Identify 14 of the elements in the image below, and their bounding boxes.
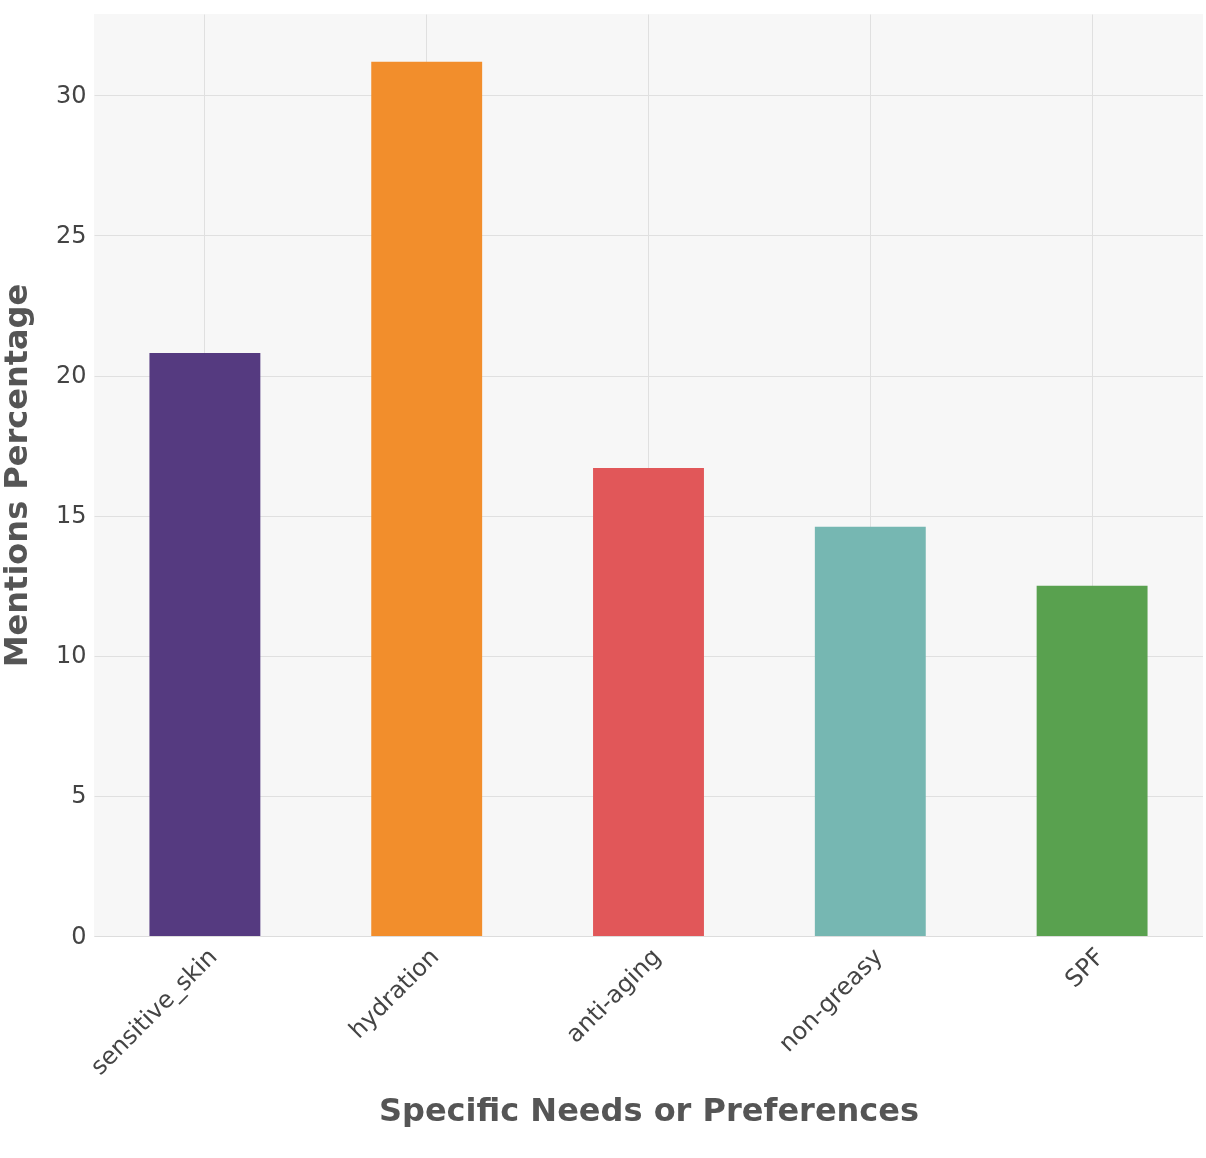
bar — [1036, 585, 1148, 936]
y-tick-label: 30 — [55, 80, 87, 109]
y-tick-label: 20 — [55, 361, 87, 390]
y-tick-label: 5 — [71, 781, 87, 810]
bar — [814, 526, 926, 936]
y-tick-label: 10 — [55, 641, 87, 670]
y-axis-title: Mentions Percentage — [0, 283, 35, 668]
y-tick-label: 0 — [71, 921, 87, 950]
bar — [149, 353, 261, 936]
x-axis-title: Specific Needs or Preferences — [378, 1090, 920, 1129]
bar — [593, 467, 704, 936]
bar — [371, 61, 483, 936]
y-tick-label: 25 — [55, 220, 87, 249]
y-tick-label: 15 — [55, 501, 87, 530]
